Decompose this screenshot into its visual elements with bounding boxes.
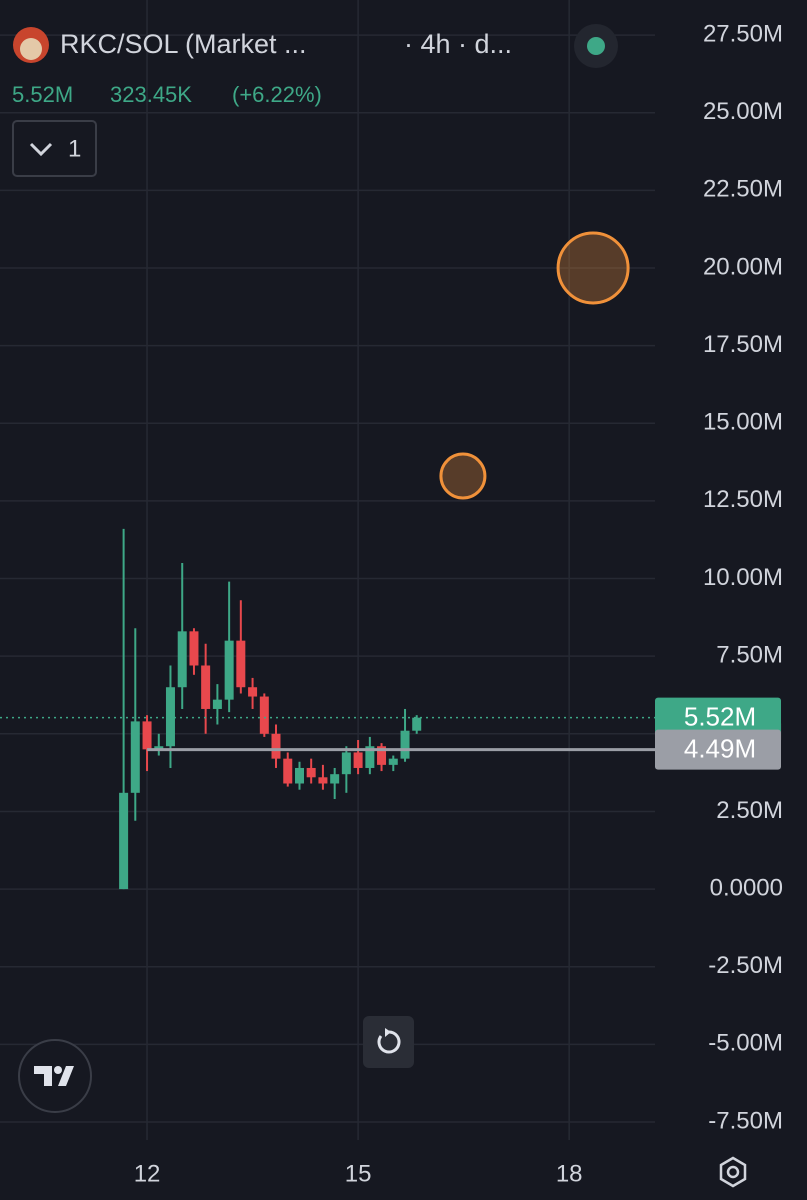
marker bbox=[556, 231, 630, 305]
candle-body bbox=[377, 746, 387, 765]
candle-body bbox=[212, 699, 222, 709]
x-tick-label: 12 bbox=[134, 1160, 161, 1187]
candle-body bbox=[271, 733, 281, 759]
price-label: 4.49M bbox=[684, 734, 756, 764]
legend-change: 323.45K bbox=[110, 82, 192, 107]
y-tick-label: 22.50M bbox=[703, 176, 783, 203]
candle-body bbox=[294, 767, 304, 784]
legend-change-pct: (+6.22%) bbox=[232, 82, 322, 107]
legend-last: 5.52M bbox=[12, 82, 73, 107]
price-label-box bbox=[655, 697, 781, 738]
chevron-icon bbox=[29, 142, 53, 157]
y-tick-label: 7.50M bbox=[716, 642, 783, 669]
price-label: 5.52M bbox=[684, 702, 756, 732]
status-dot bbox=[587, 37, 605, 55]
y-tick-label: -7.50M bbox=[708, 1107, 783, 1134]
y-tick-label: 27.50M bbox=[703, 20, 783, 47]
y-tick-label: 17.50M bbox=[703, 331, 783, 358]
reset-arrow bbox=[385, 1028, 391, 1037]
y-tick-label: 10.00M bbox=[703, 564, 783, 591]
candle-body bbox=[130, 721, 140, 793]
controls bbox=[18, 1016, 747, 1188]
candle-body bbox=[119, 792, 129, 890]
axes: -7.50M-5.00M-2.50M0.00002.50M5.00M7.50M1… bbox=[134, 20, 783, 1187]
candle-body bbox=[388, 758, 398, 765]
candle-body bbox=[400, 730, 410, 759]
y-tick-label: -5.00M bbox=[708, 1030, 783, 1057]
tv-logo-mark bbox=[34, 1066, 74, 1086]
plot bbox=[0, 231, 655, 890]
y-tick-label: 15.00M bbox=[703, 409, 783, 436]
header: RKC/SOL (Market ... · 4h · d... 5.52M 32… bbox=[12, 24, 618, 177]
x-tick-label: 15 bbox=[345, 1160, 372, 1187]
symbol-title[interactable]: RKC/SOL (Market ... bbox=[60, 29, 307, 59]
candle-body bbox=[341, 752, 351, 775]
candle-body bbox=[236, 640, 246, 688]
reset-button[interactable] bbox=[363, 1016, 414, 1068]
y-tick-label: 25.00M bbox=[703, 98, 783, 125]
symbol-icon-face bbox=[20, 38, 42, 60]
candle-body bbox=[365, 746, 375, 768]
indicators-button[interactable] bbox=[12, 120, 97, 177]
candle-body bbox=[353, 752, 363, 768]
y-tick-label: 20.00M bbox=[703, 253, 783, 280]
settings-icon bbox=[726, 1165, 740, 1179]
candle-body bbox=[142, 721, 152, 750]
y-tick-label: -2.50M bbox=[708, 952, 783, 979]
candle-body bbox=[154, 746, 164, 750]
candle-body bbox=[248, 687, 258, 697]
settings-button[interactable] bbox=[719, 1156, 747, 1188]
x-tick-label: 18 bbox=[556, 1160, 583, 1187]
tv-logo[interactable] bbox=[18, 1039, 92, 1113]
candle-body bbox=[177, 631, 187, 688]
price-label-box bbox=[655, 729, 781, 770]
candle-body bbox=[201, 665, 211, 709]
y-tick-label: 0.0000 bbox=[710, 874, 783, 901]
candle-body bbox=[318, 777, 328, 784]
reset-icon bbox=[377, 1030, 401, 1054]
marker bbox=[439, 452, 487, 500]
candle-body bbox=[412, 717, 422, 731]
grid bbox=[0, 0, 655, 1140]
candle-body bbox=[330, 774, 340, 784]
y-tick-label: 2.50M bbox=[716, 797, 783, 824]
candle-body bbox=[224, 640, 234, 700]
tv-logo-dot bbox=[54, 1066, 62, 1074]
indicator-count: 1 bbox=[68, 135, 81, 162]
y-tick-label: 12.50M bbox=[703, 486, 783, 513]
candle-body bbox=[306, 767, 316, 778]
interval[interactable]: · 4h · d... bbox=[404, 29, 512, 59]
candle-body bbox=[283, 758, 293, 784]
candle-body bbox=[189, 631, 199, 666]
candle-body bbox=[259, 696, 269, 734]
candle-body bbox=[165, 687, 175, 747]
